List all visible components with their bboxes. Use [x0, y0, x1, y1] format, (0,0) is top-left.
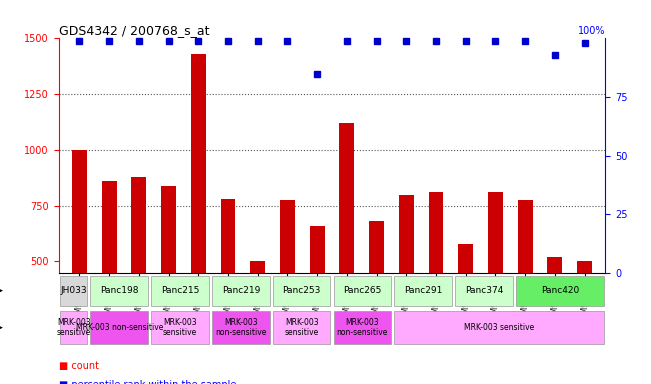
Text: cell line  ▶: cell line ▶ [0, 286, 3, 295]
Text: 100%: 100% [578, 26, 605, 36]
Bar [273, 276, 331, 306]
Bar [280, 200, 295, 373]
Text: Panc219: Panc219 [222, 286, 260, 295]
Text: Panc420: Panc420 [541, 286, 579, 295]
Bar [577, 262, 592, 373]
Bar [102, 181, 117, 373]
Text: other  ▶: other ▶ [0, 323, 3, 332]
Bar [60, 276, 87, 306]
Bar [516, 276, 604, 306]
Text: Panc215: Panc215 [161, 286, 199, 295]
Bar [333, 311, 391, 344]
Bar [399, 195, 414, 373]
Bar [547, 257, 562, 373]
Bar [455, 276, 513, 306]
Bar [333, 276, 391, 306]
Bar [395, 311, 604, 344]
Text: MRK-003
sensitive: MRK-003 sensitive [163, 318, 197, 337]
Bar [132, 177, 146, 373]
Bar [369, 221, 384, 373]
Bar [310, 226, 325, 373]
Bar [90, 311, 148, 344]
Bar [151, 276, 209, 306]
Bar [151, 311, 209, 344]
Text: MRK-003
sensitive: MRK-003 sensitive [57, 318, 91, 337]
Bar [250, 262, 265, 373]
Bar [458, 243, 473, 373]
Text: MRK-003
non-sensitive: MRK-003 non-sensitive [215, 318, 266, 337]
Bar [221, 199, 236, 373]
Bar [60, 311, 87, 344]
Text: MRK-003
sensitive: MRK-003 sensitive [284, 318, 319, 337]
Bar [191, 54, 206, 373]
Bar [90, 276, 148, 306]
Bar [518, 200, 533, 373]
Text: MRK-003
non-sensitive: MRK-003 non-sensitive [337, 318, 388, 337]
Bar [428, 192, 443, 373]
Bar [212, 276, 270, 306]
Bar [488, 192, 503, 373]
Text: Panc253: Panc253 [283, 286, 321, 295]
Bar [161, 185, 176, 373]
Text: JH033: JH033 [61, 286, 87, 295]
Text: Panc374: Panc374 [465, 286, 503, 295]
Text: Panc291: Panc291 [404, 286, 442, 295]
Text: ■ count: ■ count [59, 361, 98, 371]
Bar [212, 311, 270, 344]
Text: MRK-003 non-sensitive: MRK-003 non-sensitive [76, 323, 163, 332]
Text: ■ percentile rank within the sample: ■ percentile rank within the sample [59, 380, 236, 384]
Bar [395, 276, 452, 306]
Bar [72, 150, 87, 373]
Text: Panc198: Panc198 [100, 286, 139, 295]
Text: Panc265: Panc265 [343, 286, 381, 295]
Text: MRK-003 sensitive: MRK-003 sensitive [464, 323, 534, 332]
Bar [339, 123, 354, 373]
Text: GDS4342 / 200768_s_at: GDS4342 / 200768_s_at [59, 24, 209, 37]
Bar [273, 311, 331, 344]
